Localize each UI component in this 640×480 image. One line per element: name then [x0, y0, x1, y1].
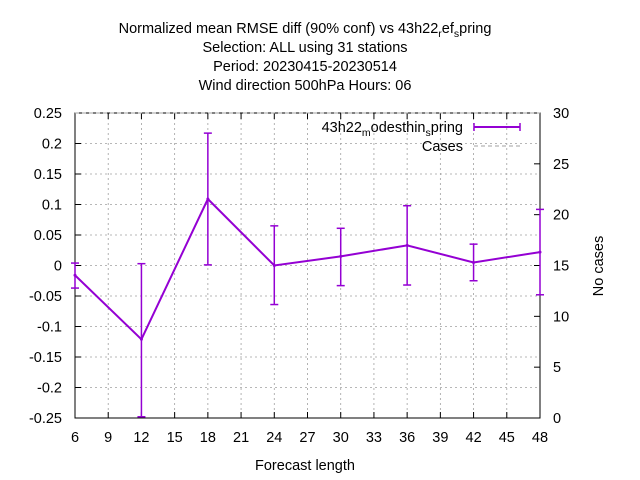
- x-tick-label: 12: [133, 430, 149, 446]
- x-tick-label: 24: [266, 430, 282, 446]
- data-point: [405, 243, 409, 247]
- axes: 6 9 12 15 18 21 24 27 30 33 36 39 42 45 48 -0.25 -0.2 -0.…: [29, 106, 569, 446]
- y-tick-label: 0.05: [34, 228, 62, 244]
- y-tick-label: -0.05: [29, 289, 62, 305]
- x-tick-label: 21: [233, 430, 249, 446]
- data-point: [206, 197, 210, 201]
- y-tick-label: -0.25: [29, 411, 62, 427]
- x-tick-label: 15: [167, 430, 183, 446]
- title-line: Selection: ALL using 31 stations: [202, 40, 407, 56]
- data-point: [538, 250, 542, 254]
- error-bar: [203, 132, 212, 266]
- y-tick-label: -0.1: [37, 320, 62, 336]
- plot-area: [71, 112, 544, 418]
- data-point: [472, 260, 476, 264]
- y2-tick-label: 0: [553, 411, 561, 427]
- y-tick-label: 0.15: [34, 167, 62, 183]
- x-tick-label: 27: [299, 430, 315, 446]
- data-point: [339, 254, 343, 258]
- x-tick-label: 9: [104, 430, 112, 446]
- y-tick-label: -0.15: [29, 350, 62, 366]
- error-bar: [137, 262, 146, 418]
- error-bar: [403, 204, 412, 286]
- error-bar: [71, 262, 79, 289]
- x-tick-label: 45: [499, 430, 515, 446]
- x-tick-label: 6: [71, 430, 79, 446]
- error-bar: [270, 225, 279, 306]
- error-bar: [536, 208, 544, 296]
- legend-label-cases: Cases: [422, 139, 463, 155]
- y2-tick-label: 10: [553, 309, 569, 325]
- data-point: [139, 337, 143, 341]
- y2-axis-label: No cases: [591, 236, 607, 296]
- y2-tick-label: 20: [553, 208, 569, 224]
- error-bar: [469, 243, 478, 282]
- data-point: [272, 264, 276, 267]
- legend-label-main: 43h22modesthinspring: [322, 120, 463, 139]
- x-tick-label: 36: [399, 430, 415, 446]
- x-tick-label: 42: [466, 430, 482, 446]
- y-tick-label: 0.1: [42, 198, 62, 214]
- x-axis-label: Forecast length: [255, 458, 355, 474]
- y2-tick-label: 15: [553, 259, 569, 275]
- x-tick-label: 33: [366, 430, 382, 446]
- x-tick-label: 39: [432, 430, 448, 446]
- x-tick-label: 18: [200, 430, 216, 446]
- y-tick-label: 0.2: [42, 137, 62, 153]
- grid: [75, 113, 540, 418]
- data-point: [73, 273, 77, 277]
- title-line: Normalized mean RMSE diff (90% conf) vs …: [119, 21, 492, 40]
- y-tick-label: -0.2: [37, 381, 62, 397]
- title-line: Wind direction 500hPa Hours: 06: [199, 78, 412, 94]
- x-tick-label: 30: [333, 430, 349, 446]
- y2-tick-label: 25: [553, 157, 569, 173]
- y2-tick-label: 30: [553, 106, 569, 122]
- y-tick-label: 0.25: [34, 106, 62, 122]
- error-bar: [336, 227, 345, 287]
- series-line-main: [74, 197, 541, 341]
- y-tick-label: 0: [54, 259, 62, 275]
- y2-tick-label: 5: [553, 360, 561, 376]
- x-tick-label: 48: [532, 430, 548, 446]
- title-line: Period: 20230415-20230514: [213, 59, 397, 75]
- chart-title: Normalized mean RMSE diff (90% conf) vs …: [119, 21, 492, 94]
